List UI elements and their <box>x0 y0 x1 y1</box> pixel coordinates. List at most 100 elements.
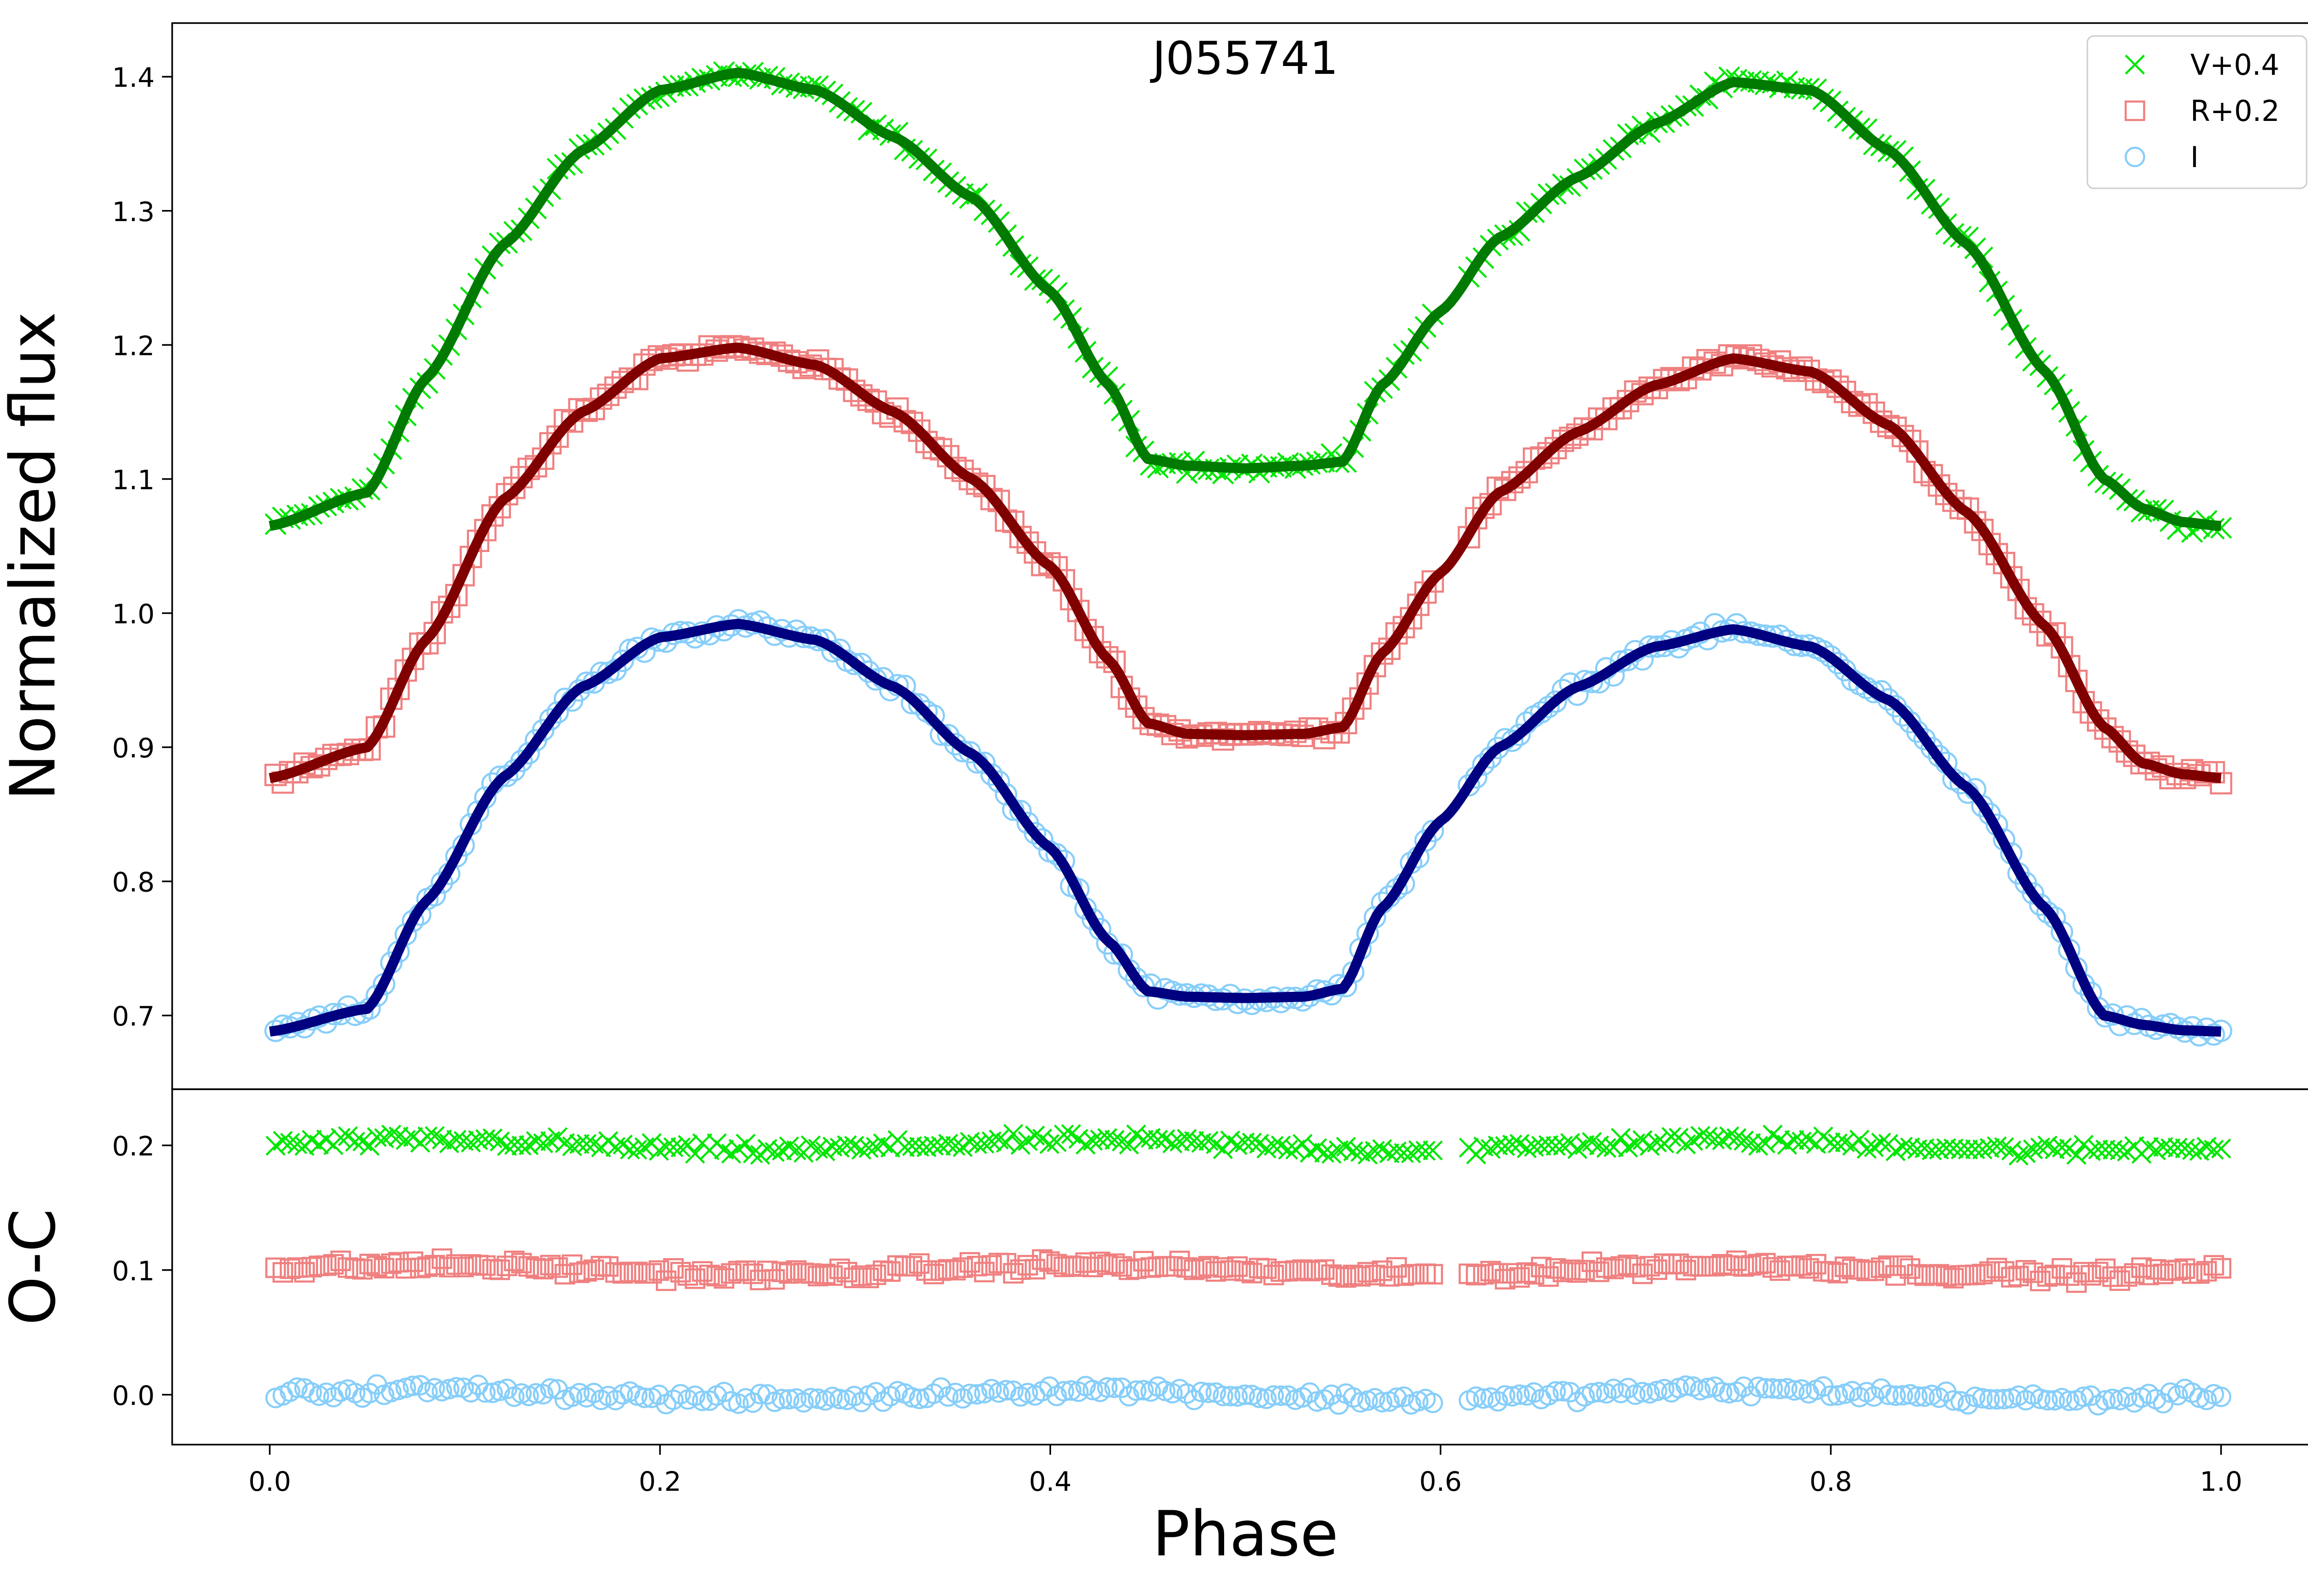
residual-point <box>562 1254 583 1275</box>
observation-point <box>1023 822 1046 845</box>
residual-point <box>916 1260 937 1281</box>
residual-point <box>771 1261 793 1282</box>
residual-point <box>287 1257 308 1278</box>
residual-point <box>2088 1139 2108 1160</box>
residual-point <box>1567 1392 1588 1412</box>
residual-point <box>1415 1140 1436 1161</box>
residual-point <box>2196 1261 2217 1282</box>
residual-point <box>996 1380 1016 1401</box>
observation-point <box>1031 828 1054 851</box>
residual-point <box>1039 1134 1060 1154</box>
residual-point <box>1213 1257 1233 1278</box>
residual-point <box>410 1257 431 1278</box>
residual-point <box>1198 1382 1219 1404</box>
light-curve-data-layer <box>264 61 2232 1047</box>
residual-point <box>837 1135 857 1155</box>
residual-point <box>1495 1385 1515 1406</box>
residual-point <box>1675 1260 1696 1281</box>
residual-point <box>1726 1128 1747 1148</box>
residual-point <box>1184 1131 1204 1151</box>
residual-point <box>1032 1249 1053 1270</box>
residual-point <box>1929 1264 1949 1285</box>
residual-point <box>757 1384 778 1405</box>
residual-point <box>518 1256 539 1277</box>
observation-point <box>1508 723 1531 746</box>
residual-point <box>330 1250 351 1272</box>
residual-point <box>1820 1261 1841 1282</box>
observation-point <box>1971 795 1994 817</box>
observation-point <box>901 412 924 434</box>
residual-point <box>1104 1130 1125 1150</box>
residual-point <box>1350 1392 1371 1413</box>
residual-point <box>1965 1386 1986 1407</box>
residual-point <box>1393 1265 1414 1286</box>
residual-point <box>1003 1380 1024 1401</box>
residual-point <box>2015 1390 2036 1410</box>
residual-point <box>1089 1251 1111 1272</box>
residual-point <box>670 1137 691 1158</box>
y-tick-label: 1.4 <box>112 62 155 93</box>
residual-point <box>1986 1389 2007 1410</box>
residual-point <box>1647 1132 1667 1152</box>
residual-point <box>2001 1267 2022 1288</box>
residual-point <box>1769 1260 1791 1281</box>
residual-point <box>2139 1137 2159 1157</box>
residual-point <box>1278 1140 1298 1160</box>
observation-point <box>1530 701 1553 724</box>
residual-point <box>1769 1379 1791 1399</box>
y-tick-label: 1.0 <box>112 598 155 630</box>
observation-point <box>611 649 634 672</box>
residual-point <box>497 1379 517 1399</box>
residual-point <box>1755 1378 1776 1399</box>
residual-point <box>1943 1390 1964 1411</box>
observation-point <box>1551 429 1575 452</box>
residual-point <box>1885 1385 1906 1406</box>
residual-point <box>395 1258 416 1279</box>
residual-point <box>446 1254 467 1275</box>
residual-point <box>1422 1264 1443 1285</box>
residual-point <box>1740 1255 1761 1276</box>
residual-point <box>2037 1390 2058 1411</box>
residual-point <box>2008 1146 2029 1166</box>
fit-line-2 <box>269 618 2222 1037</box>
residual-point <box>287 1377 308 1398</box>
residual-point <box>265 1257 286 1278</box>
residual-point <box>1972 1264 1993 1284</box>
residual-point <box>1133 1251 1154 1272</box>
residual-point <box>692 1261 713 1282</box>
residual-point <box>2030 1388 2051 1410</box>
residual-point <box>1994 1137 2014 1158</box>
observation-point <box>524 455 547 478</box>
residual-point <box>800 1388 821 1409</box>
residual-point <box>1575 1135 1595 1155</box>
residual-point <box>1097 1254 1118 1275</box>
residual-point <box>1119 1134 1139 1155</box>
observation-point <box>1841 390 1863 414</box>
residual-point <box>1509 1267 1530 1288</box>
residual-point <box>1090 1129 1110 1150</box>
residual-point <box>1560 1259 1581 1280</box>
residual-point <box>1603 1137 1624 1157</box>
residual-point <box>583 1382 604 1404</box>
legend-label-0: V+0.4 <box>2190 48 2279 82</box>
residual-point <box>272 1262 293 1283</box>
residual-point <box>721 1263 742 1284</box>
residual-point <box>1249 1387 1270 1408</box>
y-tick-label: 0.8 <box>112 867 155 898</box>
observation-point <box>597 384 620 406</box>
residual-point <box>1379 1143 1400 1164</box>
residual-point <box>2066 1272 2087 1293</box>
residual-point <box>1878 1384 1899 1405</box>
residual-point <box>547 1257 568 1278</box>
residual-point <box>1704 1256 1725 1277</box>
residual-point <box>526 1131 546 1151</box>
residual-point <box>909 1388 930 1410</box>
observation-point <box>496 764 518 787</box>
residual-point <box>1025 1125 1045 1146</box>
residual-point <box>1899 1258 1921 1279</box>
residual-point <box>331 1128 351 1148</box>
residual-point <box>1798 1258 1819 1279</box>
observation-point <box>1942 489 1965 512</box>
residual-point <box>815 1263 836 1284</box>
residual-point <box>1611 1128 1631 1148</box>
